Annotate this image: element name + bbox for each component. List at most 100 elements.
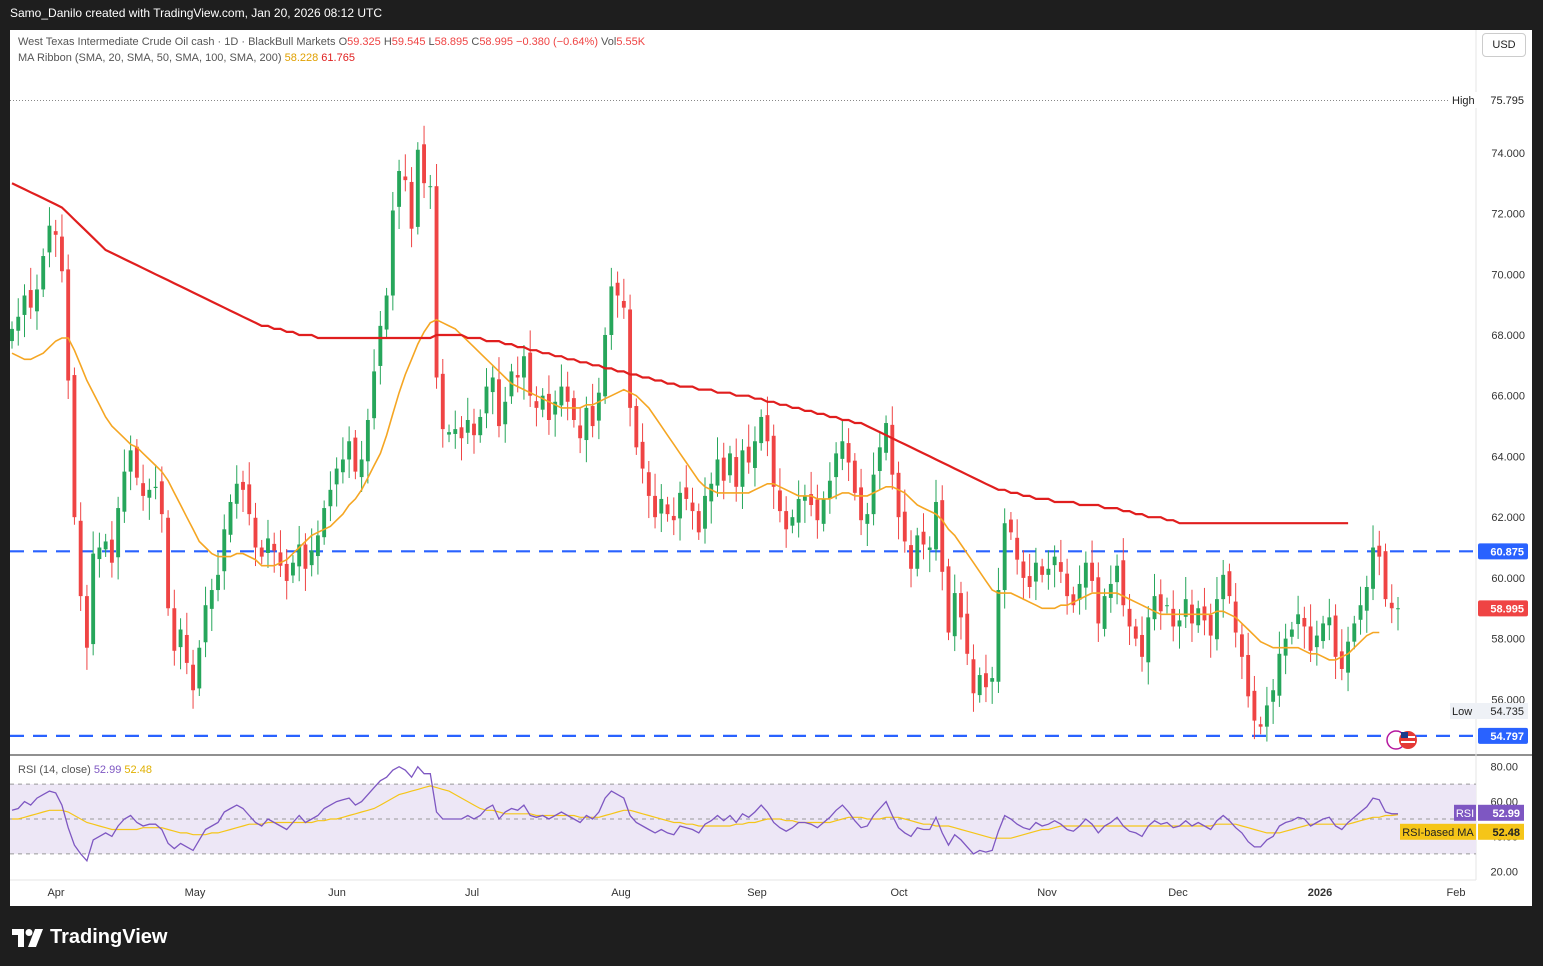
candle xyxy=(278,530,283,577)
candle xyxy=(734,438,739,502)
candle-body xyxy=(60,236,64,272)
candle xyxy=(1127,593,1132,645)
candle-body xyxy=(1227,571,1232,597)
candle-body xyxy=(1027,576,1032,587)
candle-body xyxy=(22,295,27,315)
candle-body xyxy=(740,450,745,487)
candle xyxy=(434,164,439,389)
low-label: Low xyxy=(1452,706,1472,718)
candle-body xyxy=(1077,583,1082,600)
candle xyxy=(384,287,389,338)
candle xyxy=(209,578,214,632)
candle xyxy=(297,525,302,582)
candle-body xyxy=(1115,565,1119,583)
candle xyxy=(259,539,264,565)
rsi-tick-label: 20.00 xyxy=(1490,866,1518,878)
candle xyxy=(1271,679,1276,724)
candle xyxy=(696,503,701,540)
candle xyxy=(1333,604,1338,680)
candle xyxy=(565,371,570,421)
candle-body xyxy=(497,379,501,427)
candle xyxy=(809,471,814,517)
candle-body xyxy=(1296,614,1301,625)
candle xyxy=(603,327,608,404)
candle-body xyxy=(522,356,526,378)
candle xyxy=(403,154,408,192)
candle xyxy=(328,471,333,522)
candle xyxy=(1133,618,1138,647)
candle-body xyxy=(684,487,689,499)
candle xyxy=(47,207,52,268)
candle-body xyxy=(10,328,14,342)
candle-body xyxy=(422,144,426,184)
candle xyxy=(166,510,171,616)
candle-body xyxy=(834,453,839,478)
candle-body xyxy=(852,460,857,493)
candle-body xyxy=(902,511,907,542)
candle xyxy=(1215,576,1219,651)
candle-body xyxy=(1108,583,1113,598)
candle-body xyxy=(141,483,146,496)
price-tick-label: 66.000 xyxy=(1491,391,1525,403)
candle xyxy=(272,532,277,573)
high-label-bg xyxy=(1450,92,1528,108)
candle-body xyxy=(940,500,945,572)
candle xyxy=(347,426,352,478)
candle-body xyxy=(1352,623,1357,642)
candle xyxy=(422,125,426,199)
high-label: H xyxy=(383,36,392,48)
rsi-band xyxy=(10,784,1476,854)
rsi-legend-value: 52.99 xyxy=(93,764,122,776)
candle xyxy=(1165,597,1169,614)
candle xyxy=(147,478,152,520)
candle-body xyxy=(777,490,782,512)
candle xyxy=(22,284,27,338)
candle-body xyxy=(871,474,876,515)
chart-panel[interactable] xyxy=(10,30,1532,906)
candle-body xyxy=(209,590,214,609)
candle xyxy=(1146,606,1151,685)
candle xyxy=(884,415,888,461)
candle-body xyxy=(1177,620,1182,627)
candle xyxy=(984,654,988,703)
candle-body xyxy=(1083,562,1088,588)
candle xyxy=(952,574,957,652)
candle-body xyxy=(1258,724,1263,727)
candle-body xyxy=(1196,608,1201,626)
candle xyxy=(178,618,183,670)
candle-body xyxy=(934,501,938,550)
candle xyxy=(634,398,639,455)
candle-body xyxy=(1002,523,1007,591)
candle xyxy=(628,294,633,427)
candle-body xyxy=(84,596,89,648)
time-tick-label: Oct xyxy=(890,887,907,899)
candle-body xyxy=(1346,641,1350,673)
candle xyxy=(578,406,583,454)
candle-body xyxy=(802,495,807,501)
candle xyxy=(1096,562,1101,642)
candle xyxy=(740,439,745,509)
candle xyxy=(784,496,789,548)
candle xyxy=(1008,512,1013,540)
time-tick-label: Jul xyxy=(465,887,479,899)
candle-body xyxy=(715,459,720,486)
currency-button[interactable]: USD xyxy=(1482,33,1526,57)
candle-body xyxy=(815,499,820,521)
candle-body xyxy=(409,181,414,229)
candle-body xyxy=(1183,599,1188,617)
candle-body xyxy=(172,608,177,651)
candle xyxy=(1339,629,1344,681)
high-value: 75.795 xyxy=(1490,95,1524,107)
candle-body xyxy=(178,629,183,648)
candle-body xyxy=(428,186,433,188)
flags-icon[interactable] xyxy=(1386,730,1417,750)
candle-body xyxy=(896,472,901,518)
rsi-ma-line xyxy=(12,785,1399,839)
candle xyxy=(197,640,202,697)
candle xyxy=(247,462,252,526)
level-label: 54.797 xyxy=(1490,731,1524,743)
candle xyxy=(621,278,626,319)
candle xyxy=(921,513,926,560)
